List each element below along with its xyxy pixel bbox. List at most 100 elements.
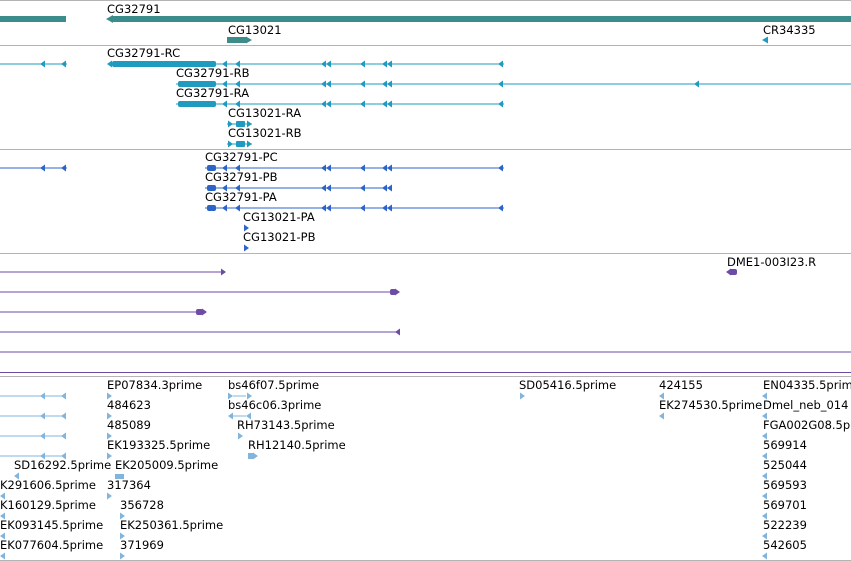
est-label: RH12140.5prime [248, 438, 346, 452]
strand-left-arrow-icon [106, 15, 113, 23]
est-feature[interactable]: EK077604.5prime [0, 538, 103, 560]
strand-left-arrow-icon [762, 552, 767, 560]
est-feature[interactable]: 424155 [659, 378, 703, 400]
est-feature[interactable]: 371969 [120, 538, 164, 560]
est-feature[interactable]: 317364 [107, 478, 151, 500]
est-label: 569701 [763, 498, 807, 512]
protein-feature[interactable]: CG32791-PB [205, 170, 392, 192]
est-feature[interactable] [0, 452, 66, 460]
protein-feature[interactable]: CG32791-PA [205, 190, 504, 212]
gene-track: CG32791 CG13021 CR34335 [0, 0, 851, 44]
est-feature[interactable] [0, 392, 66, 400]
strand-left-arrow-icon [222, 204, 227, 212]
est-feature[interactable]: Dmel_neb_014 [762, 398, 848, 420]
est-feature[interactable]: EK093145.5prime [0, 518, 103, 540]
est-feature[interactable]: 569593 [762, 478, 807, 500]
est-feature[interactable]: 484623 [107, 398, 151, 420]
strand-left-arrow-icon [659, 412, 664, 420]
transcript-label: CG13021-RA [228, 106, 301, 120]
strand-right-arrow-icon [120, 552, 125, 560]
est-feature[interactable]: FGA002G08.5p [762, 418, 850, 440]
est-label: RH73143.5prime [237, 418, 335, 432]
strand-right-arrow-icon [395, 288, 400, 296]
strand-right-arrow-icon [246, 36, 252, 44]
est-label: 356728 [120, 498, 164, 512]
strand-right-arrow-icon [228, 140, 233, 148]
alignment-feature[interactable] [0, 288, 400, 296]
est-feature[interactable]: K291606.5prime [0, 478, 96, 500]
protein-label: CG13021-PB [243, 230, 316, 244]
est-feature[interactable]: EK274530.5prime [659, 398, 762, 420]
est-feature[interactable]: RH12140.5prime [248, 438, 346, 460]
strand-left-arrow-icon [107, 60, 112, 68]
gene-feature[interactable]: CG13021 [227, 23, 282, 44]
est-feature[interactable]: 569914 [762, 438, 807, 460]
est-label: EN04335.5prime [763, 378, 851, 392]
gene-feature[interactable]: CG32791 [106, 2, 851, 23]
transcript-label: CG13021-RB [228, 126, 302, 140]
gene-feature[interactable]: CR34335 [762, 23, 816, 44]
est-feature[interactable]: 485089 [107, 418, 151, 440]
gene-label: CR34335 [763, 23, 816, 37]
strand-left-arrow-icon [61, 392, 66, 400]
est-feature[interactable] [0, 412, 66, 420]
est-feature[interactable]: SD16292.5prime [14, 458, 111, 480]
transcript-track: CG32791-RC CG32791-RB CG32791-RA [0, 46, 851, 148]
transcript-feature[interactable]: CG13021-RB [227, 126, 302, 148]
strand-right-arrow-icon [520, 392, 525, 400]
protein-feature[interactable]: CG13021-PB [243, 230, 316, 252]
est-feature[interactable]: EK193325.5prime [107, 438, 210, 460]
strand-left-arrow-icon [228, 412, 233, 420]
est-feature[interactable]: EK205009.5prime [115, 458, 218, 479]
est-feature[interactable]: 542605 [762, 538, 807, 560]
est-feature[interactable]: bs46c06.3prime [228, 398, 321, 420]
est-feature[interactable]: 525044 [762, 458, 807, 480]
est-label: 424155 [659, 378, 703, 392]
est-feature[interactable]: EK250361.5prime [120, 518, 223, 540]
protein-label: CG32791-PC [205, 150, 278, 164]
protein-feature[interactable]: CG32791-PC [205, 150, 504, 172]
est-feature[interactable]: 522239 [762, 518, 807, 540]
est-label: K160129.5prime [0, 498, 96, 512]
est-label: SD16292.5prime [14, 458, 111, 472]
transcript-feature[interactable]: CG32791-RA [176, 86, 504, 108]
gene-label: CG13021 [228, 23, 282, 37]
est-label: 522239 [763, 518, 807, 532]
est-feature[interactable]: EP07834.3prime [107, 378, 202, 400]
est-feature[interactable] [0, 432, 66, 440]
est-label: bs46f07.5prime [228, 378, 319, 392]
strand-right-arrow-icon [221, 268, 226, 276]
est-label: SD05416.5prime [519, 378, 616, 392]
protein-feature[interactable] [0, 164, 67, 172]
est-feature[interactable]: RH73143.5prime [237, 418, 335, 440]
est-label: 484623 [107, 398, 151, 412]
strand-left-arrow-icon [61, 60, 66, 68]
alignment-track: DME1-003I23.R [0, 255, 851, 353]
alignment-feature[interactable]: DME1-003I23.R [726, 255, 816, 276]
est-feature[interactable]: 356728 [120, 498, 164, 520]
est-feature[interactable]: K160129.5prime [0, 498, 96, 520]
alignment-feature[interactable] [0, 328, 400, 336]
transcript-feature[interactable] [0, 60, 67, 68]
est-feature[interactable]: bs46f07.5prime [228, 378, 319, 400]
protein-label: CG32791-PA [205, 190, 277, 204]
strand-left-arrow-icon [0, 552, 5, 560]
gene-feature-left[interactable] [0, 16, 66, 22]
transcript-feature[interactable]: CG32791-RC [107, 46, 504, 68]
est-label: 569593 [763, 478, 807, 492]
strand-left-arrow-icon [395, 328, 400, 336]
est-feature[interactable]: SD05416.5prime [519, 378, 616, 400]
est-feature[interactable]: 569701 [762, 498, 807, 520]
transcript-label: CG32791-RC [107, 46, 180, 60]
transcript-label: CG32791-RB [176, 66, 250, 80]
transcript-feature[interactable]: CG32791-RB [176, 66, 851, 88]
alignment-label: DME1-003I23.R [727, 255, 816, 269]
transcript-feature[interactable]: CG13021-RA [227, 106, 301, 128]
alignment-feature[interactable] [0, 268, 226, 276]
protein-feature[interactable]: CG13021-PA [243, 210, 315, 232]
est-feature[interactable]: EN04335.5prime [762, 378, 851, 400]
est-label: EK193325.5prime [107, 438, 210, 452]
est-label: EK250361.5prime [120, 518, 223, 532]
alignment-feature[interactable] [0, 308, 207, 316]
